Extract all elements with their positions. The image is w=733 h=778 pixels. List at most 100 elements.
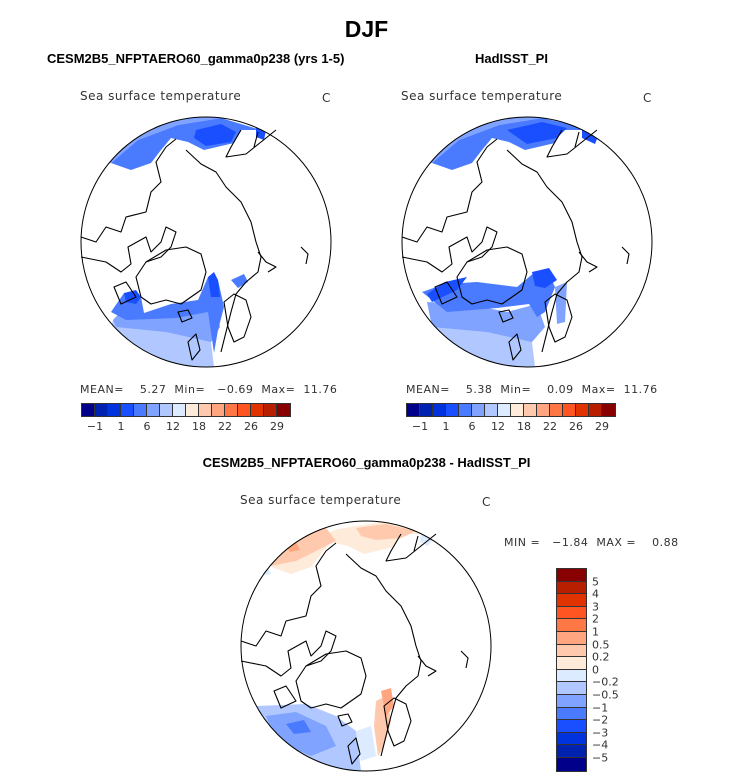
figure-title: DJF	[344, 16, 389, 42]
colorbar-box	[108, 404, 121, 416]
panel-3-variable: Sea surface temperature	[240, 493, 402, 507]
colorbar-box	[225, 404, 238, 416]
colorbar-label: 6	[143, 420, 151, 433]
panel-2-variable: Sea surface temperature	[401, 89, 563, 103]
panel-3-units: C	[482, 495, 491, 509]
panel-1-variable: Sea surface temperature	[80, 89, 242, 103]
colorbar-box	[557, 694, 586, 708]
colorbar-box	[472, 404, 485, 416]
panel-2-map	[401, 116, 653, 368]
colorbar-label: 4	[592, 587, 599, 601]
max-value: 11.76	[623, 383, 658, 396]
panel-1-map	[80, 116, 332, 368]
colorbar-box	[147, 404, 160, 416]
panel-2-units: C	[643, 91, 652, 105]
colorbar-box	[511, 404, 524, 416]
colorbar-box	[524, 404, 537, 416]
colorbar-label: 26	[244, 420, 258, 433]
colorbar-box	[433, 404, 446, 416]
colorbar-label: −3	[592, 726, 609, 740]
colorbar-label: −2	[592, 713, 609, 727]
colorbar-box	[264, 404, 277, 416]
max-label: Max=	[261, 383, 296, 396]
colorbar-box	[199, 404, 212, 416]
mean-value: 5.27	[139, 383, 167, 396]
colorbar-box	[95, 404, 108, 416]
colorbar-label: 2	[592, 612, 599, 626]
panel-1-stats: MEAN= 5.27 Min= −0.69 Max= 11.76	[80, 383, 337, 396]
colorbar-label: 3	[592, 600, 599, 614]
colorbar-label: 29	[270, 420, 284, 433]
colorbar-label: −5	[592, 751, 609, 765]
colorbar-box	[557, 720, 586, 733]
colorbar-box	[238, 404, 251, 416]
colorbar-label: 12	[491, 420, 505, 433]
colorbar-box	[121, 404, 134, 416]
colorbar-box	[407, 404, 420, 416]
panel-3-title: CESM2B5_NFPTAERO60_gamma0p238 - HadISST_…	[202, 455, 531, 470]
colorbar-label: 1	[442, 420, 450, 433]
colorbar-label: 6	[468, 420, 476, 433]
colorbar-label: −1	[592, 701, 609, 715]
colorbar-label: 22	[543, 420, 557, 433]
colorbar-label: 26	[569, 420, 583, 433]
colorbar-box	[557, 682, 586, 695]
colorbar-label: −0.2	[592, 675, 619, 689]
mean-label: MEAN=	[406, 383, 450, 396]
colorbar-box	[212, 404, 225, 416]
colorbar-box	[557, 757, 586, 771]
colorbar-box	[557, 569, 586, 582]
colorbar-label: 18	[192, 420, 206, 433]
mean-label: MEAN=	[80, 383, 124, 396]
colorbar-label: 0	[592, 663, 599, 677]
colorbar-label: −0.5	[592, 688, 619, 702]
colorbar-label: 18	[517, 420, 531, 433]
colorbar-box	[160, 404, 173, 416]
colorbar-label: 29	[595, 420, 609, 433]
colorbar-box	[557, 606, 586, 620]
colorbar-box	[557, 631, 586, 645]
min-label: Min=	[174, 383, 206, 396]
max-value: 11.76	[303, 383, 338, 396]
min-value: 0.09	[547, 383, 574, 396]
colorbar-box	[557, 707, 586, 721]
colorbar-label: −4	[592, 738, 609, 752]
colorbar-label: −1	[411, 420, 429, 433]
panel-3-map	[240, 520, 492, 772]
colorbar-box	[563, 404, 576, 416]
colorbar-label: 0.5	[592, 638, 610, 652]
colorbar-box	[82, 404, 95, 416]
colorbar-label: −1	[86, 420, 104, 433]
mean-value: 5.38	[465, 383, 493, 396]
colorbar-box	[446, 404, 459, 416]
min-label: Min=	[500, 383, 532, 396]
colorbar-box	[557, 669, 586, 683]
colorbar-box	[589, 404, 602, 416]
colorbar-box	[557, 732, 586, 746]
colorbar-box	[537, 404, 550, 416]
colorbar-label: 12	[166, 420, 180, 433]
colorbar-box	[602, 404, 615, 416]
colorbar-box	[173, 404, 186, 416]
colorbar-box	[557, 594, 586, 607]
colorbar-box	[550, 404, 563, 416]
panel-1-colorbar	[81, 403, 291, 417]
colorbar-label: 1	[117, 420, 125, 433]
colorbar-box	[420, 404, 433, 416]
panel-1-title: CESM2B5_NFPTAERO60_gamma0p238 (yrs 1-5)	[47, 51, 345, 66]
panel-2-title: HadISST_PI	[475, 51, 548, 66]
max-label: Max=	[581, 383, 616, 396]
colorbar-box	[498, 404, 511, 416]
colorbar-label: 1	[592, 625, 599, 639]
colorbar-box	[576, 404, 589, 416]
colorbar-label: 22	[218, 420, 232, 433]
colorbar-box	[186, 404, 199, 416]
colorbar-box	[557, 581, 586, 595]
colorbar-box	[557, 619, 586, 632]
colorbar-box	[557, 745, 586, 758]
panel-1-units: C	[322, 91, 331, 105]
colorbar-box	[557, 644, 586, 658]
min-value: −0.69	[217, 383, 254, 396]
colorbar-box	[557, 657, 586, 670]
